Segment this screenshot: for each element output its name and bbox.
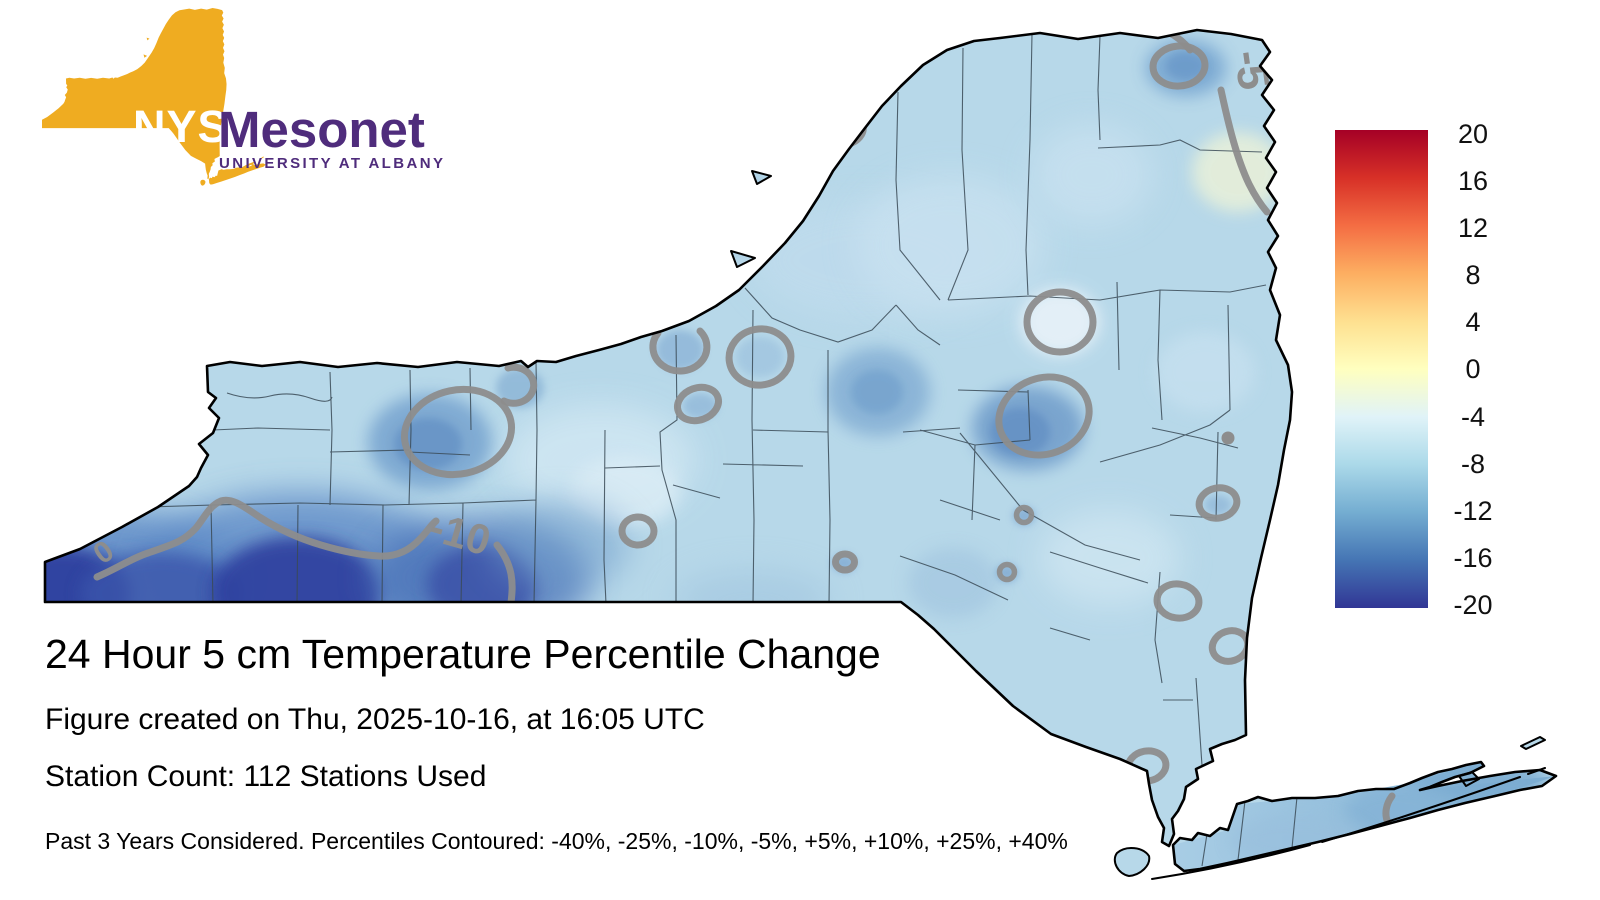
colorbar-tick: 12: [1458, 213, 1488, 243]
figure-title: 24 Hour 5 cm Temperature Percentile Chan…: [45, 631, 881, 677]
colorbar-tick: -8: [1461, 449, 1485, 479]
county-boundaries: [149, 33, 1298, 867]
nys-mesonet-logo: NYS Mesonet UNIVERSITY AT ALBANY: [42, 8, 445, 186]
logo-university-text: UNIVERSITY AT ALBANY: [219, 155, 445, 172]
colorbar-tick: 8: [1465, 260, 1480, 290]
figure-created-line: Figure created on Thu, 2025-10-16, at 16…: [45, 703, 705, 736]
logo-nys-text: NYS: [133, 101, 229, 152]
colorbar-tick: -16: [1453, 543, 1492, 573]
logo-mesonet-text: Mesonet: [218, 101, 425, 158]
colorbar-tick: 4: [1465, 307, 1480, 337]
colorbar-tick: -20: [1453, 590, 1492, 620]
station-count-line: Station Count: 112 Stations Used: [45, 760, 486, 793]
contour-label-minus5: -5: [1224, 47, 1278, 93]
colorbar-tick: 20: [1458, 119, 1488, 149]
colorbar-tick: 16: [1458, 166, 1488, 196]
colorbar-tick: -4: [1461, 402, 1485, 432]
colorbar: 20 16 12 8 4 0 -4 -8 -12 -16 -20: [1335, 119, 1493, 620]
barrier-islands: [1151, 767, 1546, 880]
colorbar-gradient: [1335, 130, 1428, 608]
colorbar-tick: 0: [1465, 354, 1480, 384]
colorbar-tick: -12: [1453, 496, 1492, 526]
contour-levels-footnote: Past 3 Years Considered. Percentiles Con…: [45, 828, 1068, 854]
